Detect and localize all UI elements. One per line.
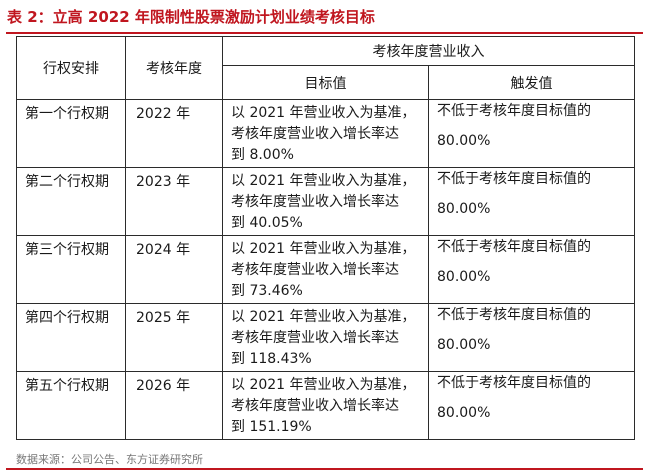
target-cell: 以 2021 年营业收入为基准， 考核年度营业收入增长率达 到 40.05% [222,167,429,236]
target-cell: 以 2021 年营业收入为基准， 考核年度营业收入增长率达 到 73.46% [222,235,429,304]
trigger-value: 80.00% [437,405,491,421]
trigger-value: 80.00% [437,133,491,149]
trigger-value: 80.00% [437,201,491,217]
target-line: 到 118.43% [231,351,312,367]
target-line: 以 2021 年营业收入为基准， [231,241,416,257]
target-line: 以 2021 年营业收入为基准， [231,173,416,189]
header-target: 目标值 [222,65,429,100]
target-line: 以 2021 年营业收入为基准， [231,377,416,393]
table-row: 第二个行权期 2023 年 以 2021 年营业收入为基准， 考核年度营业收入增… [16,167,635,236]
title-divider [6,32,643,34]
trigger-cell: 不低于考核年度目标值的 80.00% [428,99,635,168]
year-cell: 2024 年 [125,235,223,304]
target-line: 到 40.05% [231,215,303,231]
table-row: 第一个行权期 2022 年 以 2021 年营业收入为基准， 考核年度营业收入增… [16,99,635,168]
header-trigger: 触发值 [428,65,635,100]
source-note: 数据来源：公司公告、东方证券研究所 [16,453,203,466]
target-cell: 以 2021 年营业收入为基准， 考核年度营业收入增长率达 到 8.00% [222,99,429,168]
period-cell: 第二个行权期 [16,167,126,236]
year-cell: 2026 年 [125,371,223,440]
target-cell: 以 2021 年营业收入为基准， 考核年度营业收入增长率达 到 118.43% [222,303,429,372]
trigger-cell: 不低于考核年度目标值的 80.00% [428,371,635,440]
period-cell: 第三个行权期 [16,235,126,304]
target-line: 以 2021 年营业收入为基准， [231,105,416,121]
year-cell: 2025 年 [125,303,223,372]
target-line: 考核年度营业收入增长率达 [231,194,399,210]
trigger-value: 80.00% [437,337,491,353]
trigger-cell: 不低于考核年度目标值的 80.00% [428,303,635,372]
trigger-value: 80.00% [437,269,491,285]
performance-target-table: 行权安排 考核年度 考核年度营业收入 目标值 触发值 第一个行权期 2022 年… [16,36,635,440]
header-year: 考核年度 [125,36,223,100]
trigger-cell: 不低于考核年度目标值的 80.00% [428,235,635,304]
period-cell: 第四个行权期 [16,303,126,372]
target-line: 到 8.00% [231,147,294,163]
header-revenue-group: 考核年度营业收入 [222,36,635,66]
table-row: 第五个行权期 2026 年 以 2021 年营业收入为基准， 考核年度营业收入增… [16,371,635,440]
period-cell: 第五个行权期 [16,371,126,440]
target-line: 考核年度营业收入增长率达 [231,398,399,414]
bottom-divider [6,468,643,470]
target-line: 考核年度营业收入增长率达 [231,126,399,142]
trigger-text: 不低于考核年度目标值的 [437,103,591,119]
trigger-text: 不低于考核年度目标值的 [437,239,591,255]
target-line: 以 2021 年营业收入为基准， [231,309,416,325]
target-cell: 以 2021 年营业收入为基准， 考核年度营业收入增长率达 到 151.19% [222,371,429,440]
target-line: 到 73.46% [231,283,303,299]
table-row: 第四个行权期 2025 年 以 2021 年营业收入为基准， 考核年度营业收入增… [16,303,635,372]
table-row: 第三个行权期 2024 年 以 2021 年营业收入为基准， 考核年度营业收入增… [16,235,635,304]
header-period: 行权安排 [16,36,126,100]
year-cell: 2023 年 [125,167,223,236]
trigger-text: 不低于考核年度目标值的 [437,375,591,391]
trigger-text: 不低于考核年度目标值的 [437,307,591,323]
year-cell: 2022 年 [125,99,223,168]
target-line: 考核年度营业收入增长率达 [231,330,399,346]
target-line: 到 151.19% [231,419,312,435]
period-cell: 第一个行权期 [16,99,126,168]
target-line: 考核年度营业收入增长率达 [231,262,399,278]
table-title: 表 2：立高 2022 年限制性股票激励计划业绩考核目标 [7,8,375,26]
trigger-text: 不低于考核年度目标值的 [437,171,591,187]
trigger-cell: 不低于考核年度目标值的 80.00% [428,167,635,236]
